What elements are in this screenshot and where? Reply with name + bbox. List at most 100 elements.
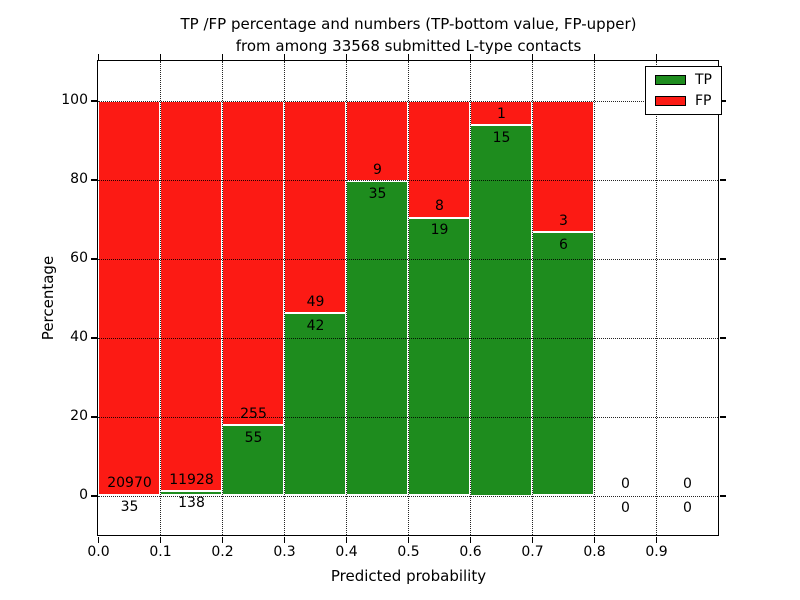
x-gridline: [284, 61, 285, 535]
bar-segment-tp: [532, 232, 594, 496]
chart-title: TP /FP percentage and numbers (TP-bottom…: [97, 13, 720, 57]
x-tick-top: [531, 54, 534, 60]
x-gridline: [160, 61, 161, 535]
legend: TP FP: [645, 66, 722, 115]
tp-count-label: 138: [178, 495, 205, 512]
y-tick-label: 20: [70, 408, 88, 424]
tp-count-label: 15: [492, 129, 511, 146]
x-gridline: [222, 61, 223, 535]
y-tick: [91, 100, 97, 102]
legend-item-fp: FP: [655, 94, 712, 108]
tp-count-label: 0: [683, 499, 692, 516]
fp-count-label: 3: [559, 212, 568, 229]
fp-count-label: 8: [435, 198, 444, 215]
tp-count-label: 35: [120, 499, 139, 516]
bar-segment-tp: [222, 425, 284, 496]
y-tick: [91, 495, 97, 497]
y-tick-right: [720, 258, 726, 260]
x-tick-label: 0.6: [459, 544, 482, 560]
x-tick-top: [469, 54, 472, 60]
x-tick-label: 0.4: [335, 544, 358, 560]
x-gridline: [408, 61, 409, 535]
fp-count-label: 255: [240, 405, 267, 422]
y-tick-right: [720, 495, 726, 497]
tp-count-label: 6: [559, 236, 568, 253]
y-tick: [91, 258, 97, 260]
x-axis-label: Predicted probability: [330, 567, 487, 585]
x-tick-label: 0.0: [87, 544, 110, 560]
plot-area: [97, 60, 719, 536]
bar-segment-tp: [284, 313, 346, 496]
x-gridline: [594, 61, 595, 535]
x-tick: [655, 537, 658, 543]
bar-segment-fp: [532, 100, 594, 233]
x-gridline: [656, 61, 657, 535]
x-tick-label: 0.9: [645, 544, 668, 560]
y-tick-right: [720, 179, 726, 181]
x-tick-label: 0.1: [149, 544, 172, 560]
x-tick-label: 0.8: [583, 544, 606, 560]
x-gridline: [470, 61, 471, 535]
y-axis-label: Percentage: [39, 255, 57, 341]
fp-count-label: 0: [621, 476, 630, 493]
x-tick-label: 0.5: [397, 544, 420, 560]
legend-label-tp: TP: [695, 72, 712, 88]
x-tick: [469, 537, 472, 543]
tp-count-label: 35: [368, 185, 387, 202]
y-tick-label: 60: [70, 250, 88, 266]
y-tick: [91, 416, 97, 418]
x-gridline: [532, 61, 533, 535]
y-tick-right: [720, 337, 726, 339]
tp-count-label: 42: [306, 317, 325, 334]
legend-item-tp: TP: [655, 73, 712, 87]
x-tick-top: [407, 54, 410, 60]
bar-segment-fp: [470, 100, 532, 126]
fp-count-label: 20970: [107, 475, 152, 492]
x-tick: [531, 537, 534, 543]
y-tick-label: 80: [70, 171, 88, 187]
x-tick-top: [345, 54, 348, 60]
tp-color-swatch: [655, 75, 686, 85]
fp-count-label: 1: [497, 105, 506, 122]
x-tick: [97, 537, 100, 543]
x-tick-top: [221, 54, 224, 60]
y-tick-label: 100: [61, 92, 88, 108]
chart-title-line1: TP /FP percentage and numbers (TP-bottom…: [180, 15, 637, 33]
bar-segment-fp: [284, 100, 346, 314]
x-tick: [593, 537, 596, 543]
x-tick: [283, 537, 286, 543]
bar-segment-tp: [470, 125, 532, 496]
bar-segment-fp: [98, 100, 160, 495]
x-tick: [221, 537, 224, 543]
fp-count-label: 49: [306, 293, 325, 310]
tp-count-label: 0: [621, 499, 630, 516]
x-tick: [345, 537, 348, 543]
x-gridline: [346, 61, 347, 535]
bar-segment-fp: [160, 100, 222, 491]
x-tick-top: [655, 54, 658, 60]
chart-title-line2: from among 33568 submitted L-type contac…: [235, 37, 582, 55]
bar-segment-fp: [408, 100, 470, 218]
legend-label-fp: FP: [695, 93, 712, 109]
x-tick-top: [593, 54, 596, 60]
fp-count-label: 0: [683, 476, 692, 493]
y-tick: [91, 179, 97, 181]
fp-color-swatch: [655, 96, 686, 106]
tp-count-label: 19: [430, 221, 449, 238]
y-tick-right: [720, 416, 726, 418]
x-tick-top: [97, 54, 100, 60]
x-tick: [407, 537, 410, 543]
y-tick-label: 40: [70, 329, 88, 345]
fp-count-label: 9: [373, 161, 382, 178]
x-tick: [159, 537, 162, 543]
y-tick: [91, 337, 97, 339]
y-tick-right: [720, 100, 726, 102]
y-tick-label: 0: [79, 487, 88, 503]
x-tick-top: [283, 54, 286, 60]
x-tick-label: 0.2: [211, 544, 234, 560]
fp-count-label: 11928: [169, 471, 214, 488]
x-tick-label: 0.7: [521, 544, 544, 560]
x-tick-top: [159, 54, 162, 60]
x-tick-label: 0.3: [273, 544, 296, 560]
